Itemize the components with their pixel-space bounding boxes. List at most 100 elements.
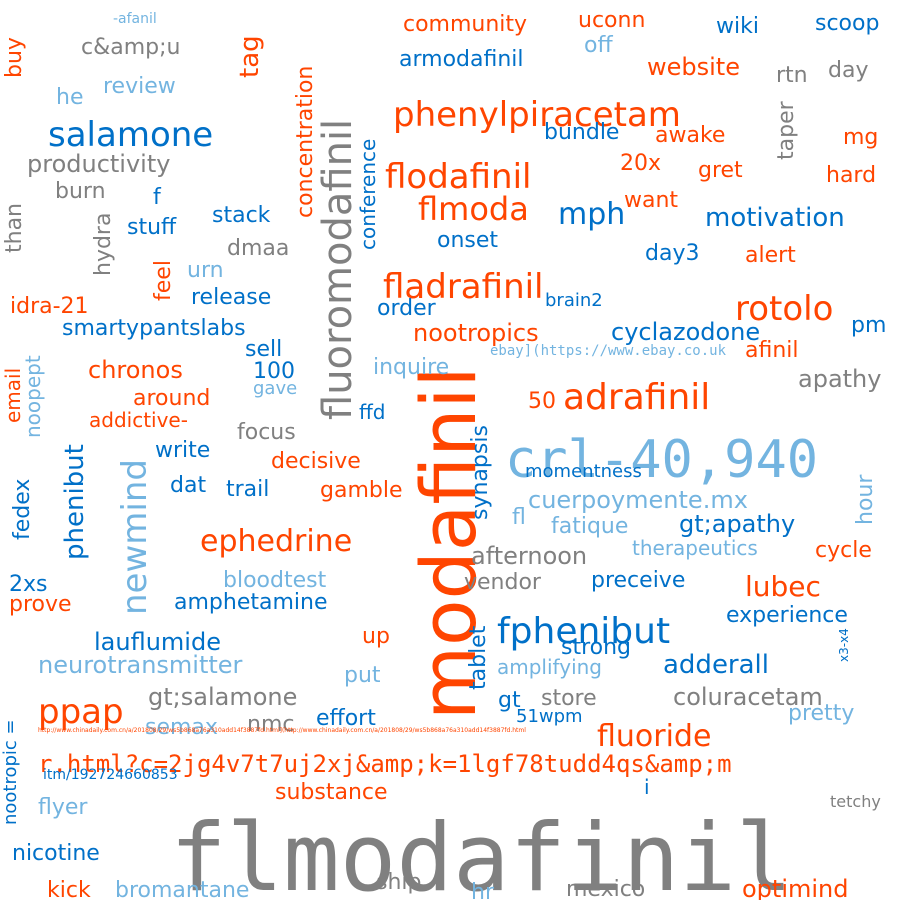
word-afinil: afinil [745,338,799,363]
word-f: f [153,185,161,210]
word-flmoda: flmoda [418,190,529,228]
word-email: email [1,367,25,423]
word-stuff: stuff [127,215,177,240]
word-conference: conference [356,138,380,250]
word-ship: ship [376,870,422,895]
word-scoop: scoop [815,11,880,36]
word-experience: experience [726,603,848,628]
word-order: order [377,296,436,321]
word-fluoride: fluoride [597,719,712,754]
word-flyer: flyer [38,795,88,820]
word-rotolo: rotolo [735,289,834,329]
word-review: review [103,74,176,99]
word-community: community [403,12,528,37]
word-gret: gret [698,158,743,183]
word-r-html-c-2jg4v7t7uj2xj-amp-k-1lgf78tudd4: r.html?c=2jg4v7t7uj2xj&amp;k=1lgf78tudd4… [38,750,732,778]
word-fl: fl [512,505,526,530]
word-armodafinil: armodafinil [399,47,524,72]
word-momentness: momentness [525,461,642,482]
word-100: 100 [253,359,295,384]
word-kick: kick [47,878,91,900]
word-idra-21: idra-21 [10,294,89,319]
word-focus: focus [237,420,296,445]
word-taper: taper [774,101,799,160]
word-chronos: chronos [88,356,183,384]
word-bundle: bundle [544,120,620,145]
word-nootropics: nootropics [413,319,539,347]
word-lauflumide: lauflumide [94,628,221,656]
word-release: release [191,285,272,310]
word-addictive: addictive- [89,408,188,432]
word-nmc: nmc [247,712,295,737]
word-rtn: rtn [776,63,808,88]
word-apathy: apathy [798,365,882,393]
word-nootropic: nootropic = [0,719,21,825]
word-i: i [644,775,650,799]
word-dmaa: dmaa [227,236,290,261]
word-2xs: 2xs [9,572,48,597]
word-afanil: -afanil [113,11,157,27]
word-adderall: adderall [663,650,770,680]
word-synapsis: synapsis [468,425,493,520]
word-gave: gave [253,378,298,399]
word-flmodafinil: flmodafinil [170,804,793,900]
word-off: off [584,33,613,58]
word-gt-apathy: gt;apathy [679,510,796,538]
word-inquire: inquire [373,355,450,380]
word-amplifying: amplifying [497,655,602,679]
word-semax: semax [145,715,218,740]
word-sell: sell [245,337,283,362]
word-amphetamine: amphetamine [174,590,328,615]
word-cycle: cycle [815,538,872,563]
word-brain2: brain2 [545,290,603,311]
word-write: write [155,438,211,463]
word-prove: prove [9,592,72,617]
word-tetchy: tetchy [830,792,881,811]
word-want: want [624,188,679,213]
word-mph: mph [558,197,626,232]
word-cuerpoymente-mx: cuerpoymente.mx [528,486,748,514]
word-website: website [647,53,740,81]
word-fluoromodafinil: fluoromodafinil [315,118,361,420]
word-substance: substance [275,780,388,805]
word-uconn: uconn [578,8,646,33]
word-smartypantslabs: smartypantslabs [62,316,246,341]
word-itm-192724660853: itm/192724660853 [43,767,178,783]
word-gt-salamone: gt;salamone [148,683,298,711]
word-tag: tag [235,35,265,78]
word-afternoon: afternoon [471,542,588,570]
word-up: up [362,624,390,649]
word-hour: hour [853,474,878,525]
word-urn: urn [187,258,224,283]
word-coluracetam: coluracetam [673,683,823,711]
word-onset: onset [437,228,499,253]
word-concentration: concentration [293,65,318,218]
word-strong: strong [561,635,632,660]
word-ephedrine: ephedrine [200,524,353,559]
word-nicotine: nicotine [12,841,100,866]
word-adrafinil: adrafinil [563,377,711,418]
word-x3-x4: x3-x4 [837,628,851,662]
word-noopept: noopept [21,355,45,438]
word-fedex: fedex [10,478,35,540]
word-bloodtest: bloodtest [223,568,327,593]
word-c-amp-u: c&amp;u [81,35,181,60]
word-gt: gt [498,688,521,713]
word-ffd: ffd [359,400,386,424]
word-store: store [541,686,597,711]
word-awake: awake [655,123,726,148]
word-salamone: salamone [48,115,214,155]
word-phenibut: phenibut [60,444,90,560]
word-mg: mg [843,125,879,150]
word-ebay-https-www-ebay-co-uk: ebay](https://www.ebay.co.uk [490,343,727,359]
word-buy: buy [2,37,27,78]
word-crl-40-940: crl-40,940 [505,430,819,490]
word-productivity: productivity [27,150,171,178]
word-fatique: fatique [551,514,629,539]
word-mexico: mexico [566,877,646,900]
word-51wpm: 51wpm [516,706,583,727]
word-20x: 20x [620,151,662,176]
word-vendor: vendor [464,570,541,595]
word-around: around [133,386,211,411]
